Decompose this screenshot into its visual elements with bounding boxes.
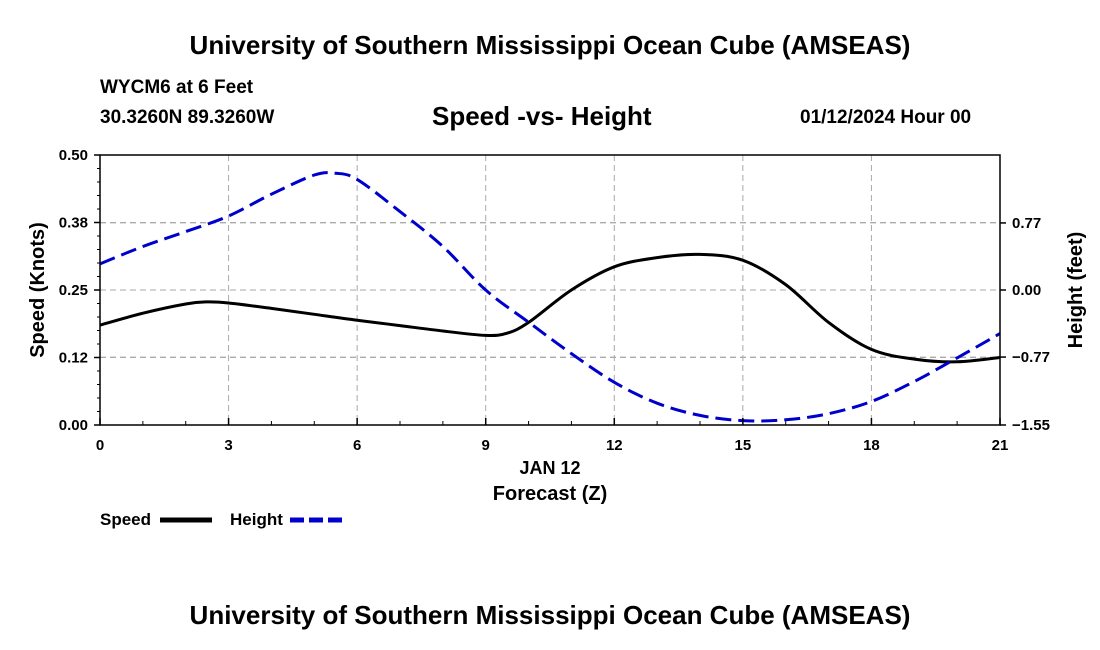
- series-line-speed: [99, 252, 1001, 364]
- x-tick-label: 9: [482, 437, 490, 454]
- chart-subtitle: Speed -vs- Height: [432, 101, 652, 131]
- legend: Speed Height: [100, 510, 342, 529]
- y-tick-label: 0.38: [59, 215, 88, 232]
- x-tick-label: 0: [96, 437, 104, 454]
- y2-axis-label: Height (feet): [1065, 232, 1087, 349]
- forecast-datetime: 01/12/2024 Hour 00: [800, 107, 972, 128]
- y2-tick-label: 0.00: [1012, 282, 1041, 299]
- y-tick-label: 0.12: [59, 350, 88, 367]
- footer-title: University of Southern Mississippi Ocean…: [189, 600, 911, 630]
- y-tick-label: 0.50: [59, 147, 88, 164]
- station-label: WYCM6 at 6 Feet: [100, 77, 254, 98]
- grid-lines: [100, 154, 1000, 426]
- x-axis-label: Forecast (Z): [493, 483, 607, 505]
- legend-label-speed: Speed: [100, 510, 151, 529]
- series-lines: [99, 171, 1001, 423]
- y2-tick-label: −0.77: [1012, 349, 1050, 366]
- x-tick-label: 15: [735, 437, 752, 454]
- x-tick-label: 6: [353, 437, 361, 454]
- axis-ticks: 0 3 6 9 12 15 18 21 0.00 0.12 0.25 0.38 0.50 0.77 0.00…: [59, 147, 1050, 454]
- series-line-height: [99, 171, 1001, 423]
- chart-title: University of Southern Mississippi Ocean…: [189, 30, 911, 60]
- y-tick-label: 0.25: [59, 282, 88, 299]
- x-axis-sublabel: JAN 12: [519, 458, 580, 478]
- x-tick-label: 18: [863, 437, 880, 454]
- x-tick-label: 21: [992, 437, 1009, 454]
- y-tick-label: 0.00: [59, 417, 88, 434]
- y-axis-label: Speed (Knots): [27, 222, 49, 358]
- y2-tick-label: 0.77: [1012, 215, 1041, 232]
- x-tick-label: 3: [224, 437, 232, 454]
- station-coordinates: 30.3260N 89.3260W: [100, 107, 275, 128]
- x-tick-label: 12: [606, 437, 623, 454]
- legend-label-height: Height: [230, 510, 283, 529]
- speed-height-chart: 0 3 6 9 12 15 18 21 0.00 0.12 0.25 0.38 0.50 0.77 0.00…: [27, 147, 1087, 529]
- y2-tick-label: −1.55: [1012, 417, 1050, 434]
